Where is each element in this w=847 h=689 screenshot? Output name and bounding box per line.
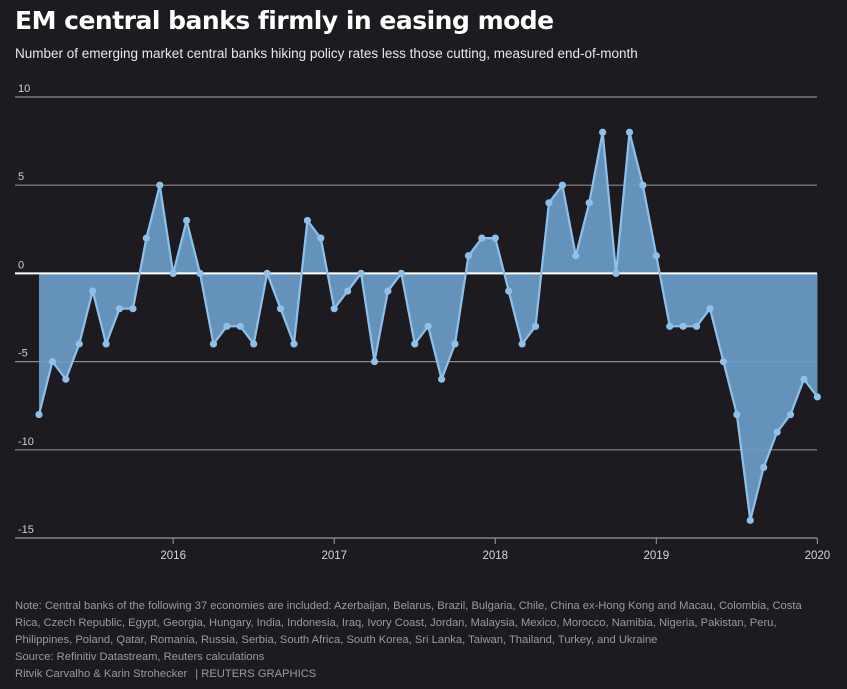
data-point	[464, 252, 473, 260]
credit-line: Ritvik Carvalho & Karin Strohecker | REUT…	[15, 666, 823, 683]
data-point	[357, 269, 365, 277]
footnote: Note: Central banks of the following 37 …	[15, 600, 802, 646]
brand-label: | REUTERS GRAPHICS	[195, 668, 317, 680]
data-point	[169, 269, 177, 277]
data-point	[478, 234, 486, 242]
data-point	[142, 234, 150, 242]
data-point	[760, 463, 768, 472]
x-tick-label: 2020	[805, 550, 831, 562]
data-point	[276, 305, 285, 313]
data-point	[800, 375, 808, 383]
data-point	[545, 199, 553, 207]
data-point	[733, 410, 741, 419]
y-tick-label: -15	[18, 524, 34, 536]
data-point	[746, 516, 754, 524]
data-point	[411, 340, 419, 348]
data-point	[89, 287, 97, 295]
y-tick-label: 5	[18, 171, 24, 183]
data-point	[102, 340, 110, 348]
data-point	[585, 199, 593, 207]
data-point	[424, 322, 432, 330]
data-point	[196, 269, 204, 277]
data-point	[639, 181, 647, 189]
series-line	[37, 131, 819, 522]
data-point	[236, 322, 244, 330]
data-point	[438, 375, 446, 383]
y-tick-label: 0	[18, 259, 24, 271]
data-point	[250, 340, 258, 348]
x-tick-label: 2017	[321, 550, 347, 562]
data-point	[652, 252, 660, 260]
data-point	[209, 340, 218, 348]
data-point	[370, 358, 379, 366]
data-point	[263, 269, 271, 277]
data-points	[35, 128, 821, 524]
data-point	[62, 375, 70, 383]
data-point	[317, 234, 325, 242]
data-point	[572, 252, 580, 260]
data-point	[786, 410, 795, 419]
data-point	[679, 322, 687, 330]
x-tick-label: 2018	[482, 550, 508, 562]
data-point	[666, 322, 674, 330]
authors: Ritvik Carvalho & Karin Strohecker	[15, 668, 188, 680]
data-point	[384, 287, 392, 295]
y-tick-label: 10	[18, 83, 30, 95]
data-point	[223, 322, 231, 330]
chart-title: EM central banks firmly in easing mode	[15, 6, 554, 35]
data-point	[35, 410, 43, 419]
data-point	[75, 340, 83, 348]
data-point	[813, 393, 821, 401]
chart-subtitle: Number of emerging market central banks …	[15, 46, 638, 61]
y-tick-label: -10	[18, 436, 34, 448]
footer: Note: Central banks of the following 37 …	[15, 598, 823, 683]
data-point	[706, 305, 714, 313]
data-point	[719, 358, 728, 366]
y-tick-label: -5	[18, 348, 28, 360]
data-point	[156, 181, 164, 189]
data-point	[612, 269, 620, 277]
data-point	[303, 216, 311, 225]
data-point	[531, 322, 540, 330]
area-chart: 10 5 0 -5 -10 -15 2016 2017 2018 2019 2020	[15, 83, 830, 562]
x-tick-label: 2016	[160, 550, 186, 562]
x-tick-marks: 2016 2017 2018 2019 2020	[160, 538, 830, 562]
data-point	[625, 128, 634, 136]
data-point	[115, 305, 124, 313]
data-point	[290, 340, 298, 348]
data-point	[491, 234, 499, 242]
x-tick-label: 2019	[644, 550, 670, 562]
data-point	[330, 305, 338, 313]
source-line: Source: Refinitiv Datastream, Reuters ca…	[15, 651, 265, 663]
data-point	[599, 128, 607, 136]
data-point	[129, 305, 137, 313]
data-point	[183, 216, 191, 225]
data-point	[558, 181, 566, 189]
data-point	[692, 322, 701, 330]
data-point	[397, 269, 405, 277]
data-point	[48, 358, 57, 366]
data-point	[518, 340, 526, 348]
data-point	[773, 428, 781, 436]
data-point	[505, 287, 513, 295]
y-tick-labels: 10 5 0 -5 -10 -15	[18, 83, 34, 536]
data-point	[344, 287, 352, 295]
data-point	[451, 340, 459, 348]
